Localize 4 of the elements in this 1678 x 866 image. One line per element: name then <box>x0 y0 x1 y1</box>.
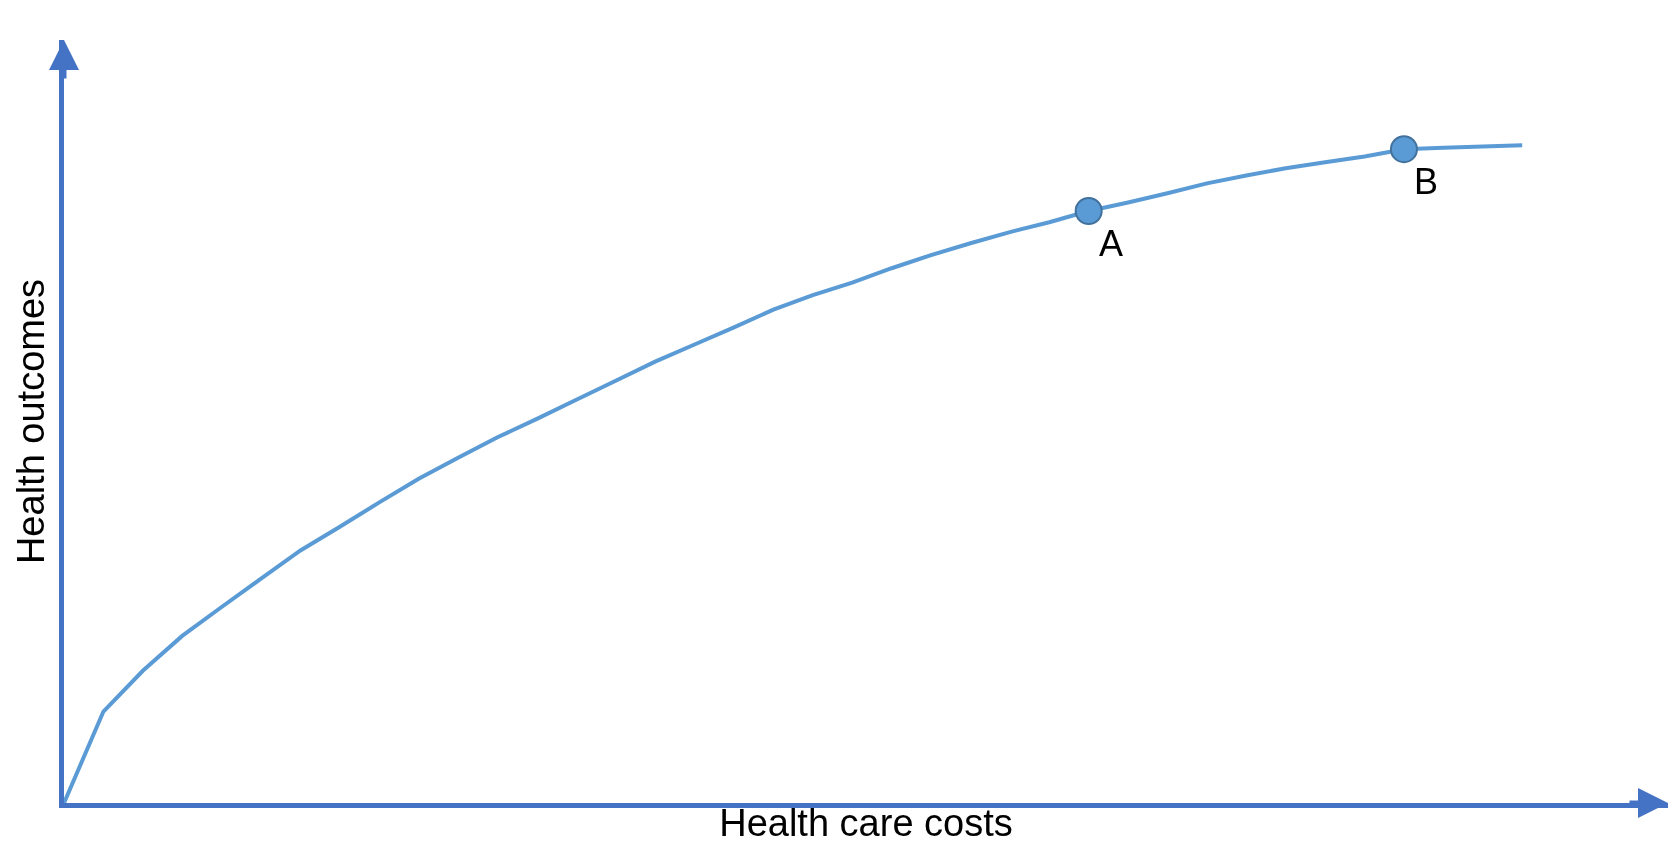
annotation: A <box>1099 223 1124 264</box>
x-axis-title: Health care costs <box>719 802 1013 845</box>
y-axis-title: Health outcomes <box>10 278 53 565</box>
annotation: B <box>1414 161 1439 202</box>
